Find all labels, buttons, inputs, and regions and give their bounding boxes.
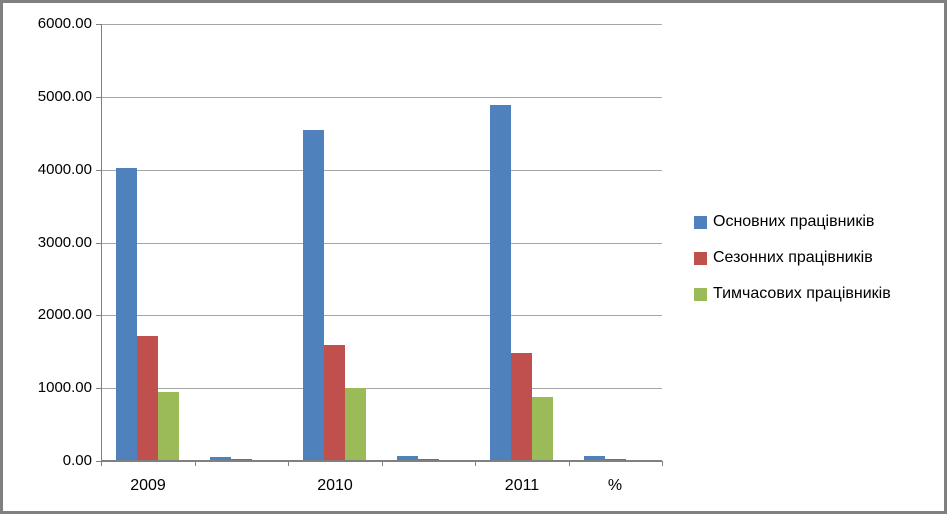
y-axis-label-5000: 5000.00: [37, 88, 92, 105]
gridline-6000: [101, 24, 662, 25]
gridline-5000: [101, 97, 662, 98]
legend-label-seasonal-workers: Сезонних працівників: [713, 249, 873, 266]
bar-2011-temporary-workers[interactable]: [532, 397, 553, 461]
x-tick-2: [288, 461, 289, 466]
legend-marker-main-workers: [694, 215, 707, 229]
bar-2010-seasonal-workers[interactable]: [324, 345, 345, 461]
legend-label-main-workers: Основних працівників: [713, 213, 875, 230]
bar-%-main-workers[interactable]: [584, 456, 605, 461]
gridline-2000: [101, 315, 662, 316]
legend-marker-temporary-workers: [694, 287, 707, 301]
y-axis-label-4000: 4000.00: [37, 161, 92, 178]
legend: Основних працівників Сезонних працівників…: [694, 211, 891, 319]
bar-2011-main-workers[interactable]: [490, 105, 511, 461]
x-tick-6: [662, 461, 663, 466]
x-tick-0: [101, 461, 102, 466]
bar-2010-temporary-workers[interactable]: [345, 388, 366, 461]
legend-marker-seasonal-workers: [694, 251, 707, 265]
legend-label-temporary-workers: Тимчасових працівників: [713, 285, 891, 302]
y-tick-3000: [96, 243, 101, 244]
gridline-1000: [101, 388, 662, 389]
x-axis-label-2009: 2009: [130, 477, 166, 494]
bar-cat4-main-workers[interactable]: [397, 456, 418, 461]
x-axis-label-2011: 2011: [504, 477, 540, 494]
y-tick-5000: [96, 97, 101, 98]
gridline-3000: [101, 243, 662, 244]
bar-2009-temporary-workers[interactable]: [158, 392, 179, 461]
y-tick-2000: [96, 315, 101, 316]
gridline-4000: [101, 170, 662, 171]
x-axis-label-2010: 2010: [317, 477, 353, 494]
x-tick-3: [382, 461, 383, 466]
y-axis-label-2000: 2000.00: [37, 306, 92, 323]
y-tick-0: [96, 461, 101, 462]
bar-2009-seasonal-workers[interactable]: [137, 336, 158, 461]
bar-2009-main-workers[interactable]: [116, 168, 137, 461]
x-tick-1: [195, 461, 196, 466]
y-axis-label-1000: 1000.00: [37, 379, 92, 396]
x-axis-label-%: %: [607, 477, 623, 494]
legend-item-temporary-workers[interactable]: Тимчасових працівників: [694, 283, 891, 305]
y-tick-1000: [96, 388, 101, 389]
x-tick-4: [475, 461, 476, 466]
legend-item-seasonal-workers[interactable]: Сезонних працівників: [694, 247, 891, 269]
y-axis-line: [101, 24, 102, 461]
legend-item-main-workers[interactable]: Основних працівників: [694, 211, 891, 233]
x-tick-5: [569, 461, 570, 466]
bar-2010-main-workers[interactable]: [303, 130, 324, 461]
x-axis-line: [101, 460, 662, 462]
bar-2011-seasonal-workers[interactable]: [511, 353, 532, 461]
bar-cat2-main-workers[interactable]: [210, 457, 231, 461]
y-axis-label-3000: 3000.00: [37, 234, 92, 251]
y-axis-label-0: 0.00: [62, 452, 92, 469]
y-tick-6000: [96, 24, 101, 25]
y-axis-label-6000: 6000.00: [37, 15, 92, 32]
y-tick-4000: [96, 170, 101, 171]
